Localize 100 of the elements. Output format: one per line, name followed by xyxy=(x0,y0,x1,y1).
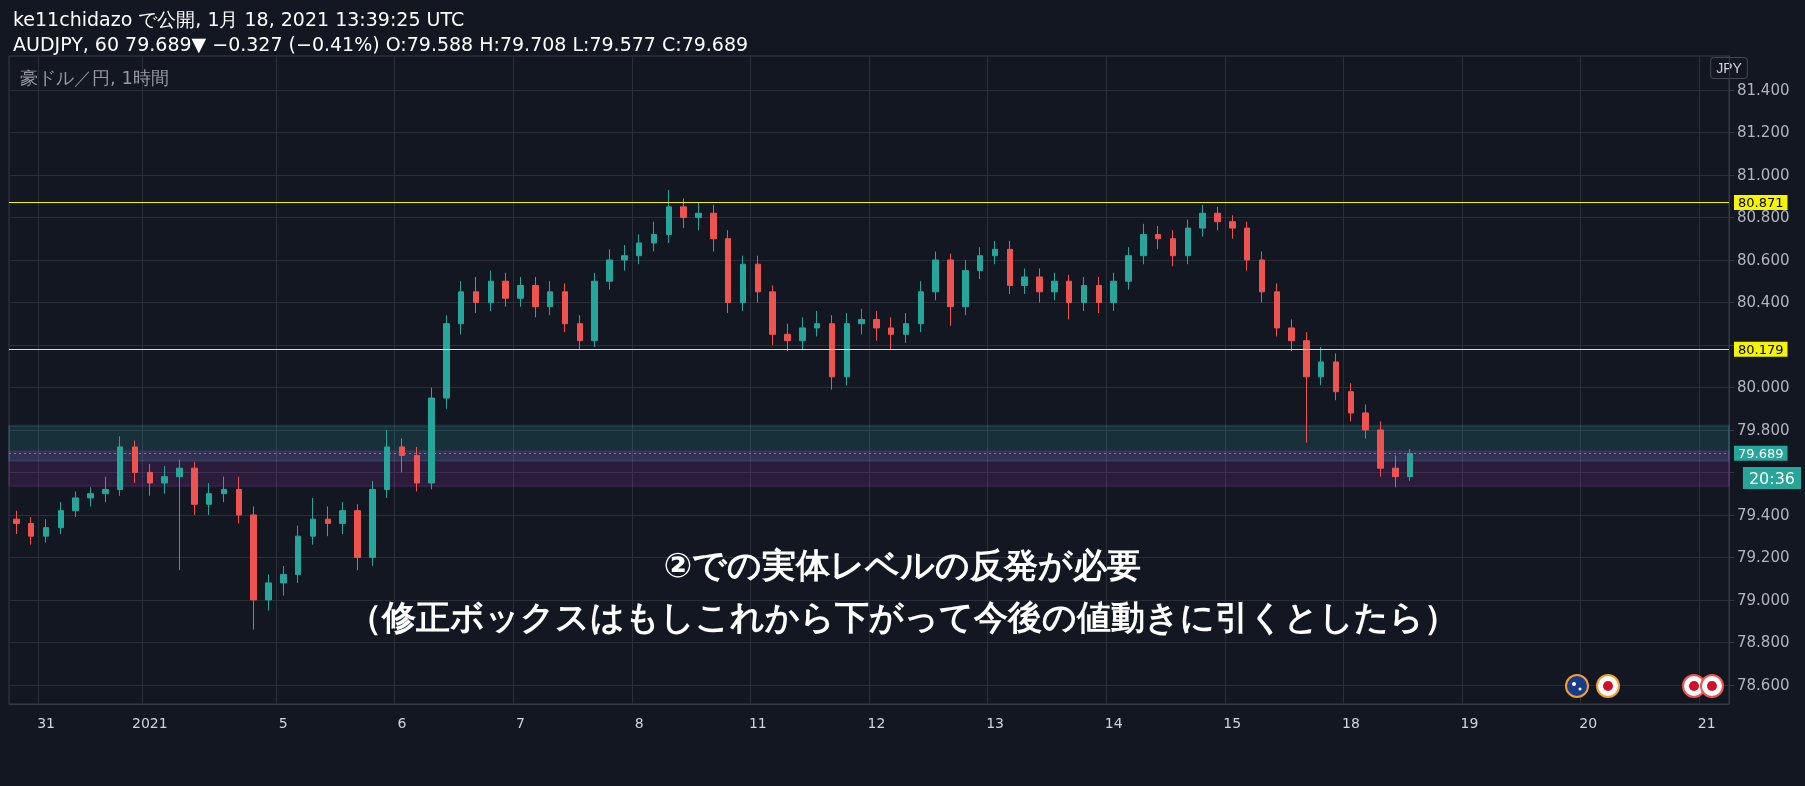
candlestick xyxy=(532,276,539,318)
x-tick-label: 11 xyxy=(748,715,767,731)
candlestick xyxy=(977,246,983,280)
candlestick xyxy=(1303,331,1310,444)
candlestick xyxy=(443,314,450,410)
candlestick xyxy=(621,244,628,272)
y-tick-label: 80.400 xyxy=(1737,293,1790,312)
candlestick xyxy=(814,310,820,337)
candlestick xyxy=(1288,318,1295,352)
candlestick xyxy=(191,461,198,516)
y-tick-label: 79.400 xyxy=(1737,505,1790,524)
candlestick xyxy=(1229,214,1236,240)
candlestick xyxy=(1244,221,1250,272)
candlestick xyxy=(932,250,939,301)
candlestick xyxy=(176,459,183,571)
candlestick xyxy=(1199,204,1206,238)
candlestick xyxy=(161,465,168,495)
candlestick xyxy=(325,505,331,537)
x-tick-label: 2021 xyxy=(132,715,168,731)
x-tick-label: 12 xyxy=(867,715,886,731)
candlestick xyxy=(1081,276,1087,312)
y-tick-label: 79.000 xyxy=(1737,590,1790,609)
annotation: （修正ボックスはもしこれから下がって今後の値動きに引くとしたら） xyxy=(347,597,1458,637)
x-tick-label: 15 xyxy=(1223,715,1242,731)
x-tick-label: 31 xyxy=(37,715,55,731)
candlestick xyxy=(1259,250,1265,303)
candlestick xyxy=(473,276,479,314)
candlestick xyxy=(769,284,776,346)
candlestick xyxy=(799,316,806,350)
candlestick xyxy=(43,518,49,544)
y-tick-label: 80.600 xyxy=(1737,250,1790,269)
candlestick xyxy=(1348,382,1354,422)
y-tick-label: 79.800 xyxy=(1737,420,1790,439)
candlestick xyxy=(755,255,761,303)
candlestick xyxy=(265,573,272,612)
candlestick xyxy=(636,233,642,265)
candlestick xyxy=(606,248,613,291)
candlestick xyxy=(651,221,657,252)
candlestick xyxy=(591,272,598,348)
candlestick xyxy=(58,501,64,535)
candlestick xyxy=(339,501,346,535)
ref-line-label: 79.689 xyxy=(1738,445,1784,461)
candlestick xyxy=(1155,225,1161,250)
candlestick xyxy=(13,510,20,535)
candlestick xyxy=(1214,206,1221,231)
candlestick xyxy=(547,280,553,316)
candlestick xyxy=(1110,272,1117,312)
candlestick xyxy=(132,440,138,484)
candlestick xyxy=(1185,219,1191,265)
candlestick xyxy=(1333,352,1339,401)
candlestick xyxy=(1096,276,1102,314)
y-tick-label: 81.400 xyxy=(1737,80,1790,99)
candlestick xyxy=(962,259,969,316)
y-tick-label: 78.800 xyxy=(1737,633,1790,652)
y-tick-label: 78.600 xyxy=(1737,675,1790,694)
y-tick-label: 79.200 xyxy=(1737,548,1790,567)
candlestick xyxy=(695,202,702,231)
annotation: ②での実体レベルの反発が必要 xyxy=(663,545,1142,585)
candlestick xyxy=(784,323,791,352)
candlestick xyxy=(87,486,94,507)
candlestick xyxy=(1066,274,1072,320)
candlestick xyxy=(918,280,924,333)
y-tick-label: 80.800 xyxy=(1737,208,1790,227)
candlestick xyxy=(310,497,316,546)
x-tick-label: 13 xyxy=(986,715,1004,731)
candlestick xyxy=(1392,454,1399,488)
candlestick xyxy=(829,314,835,391)
candlestick xyxy=(250,505,257,631)
candlestick xyxy=(28,516,34,546)
candlestick xyxy=(517,276,524,308)
candlestick xyxy=(562,282,568,333)
candlestick xyxy=(1362,403,1369,439)
ref-line-label: 80.179 xyxy=(1738,341,1784,357)
candlestick xyxy=(1377,420,1384,478)
candlestick xyxy=(1036,267,1043,303)
candlestick xyxy=(740,255,746,312)
x-tick-label: 7 xyxy=(516,715,526,731)
candlestick xyxy=(1021,267,1028,295)
candlestick xyxy=(725,229,731,314)
candlestick xyxy=(458,280,464,335)
candlestick xyxy=(577,314,583,350)
y-tick-label: 81.200 xyxy=(1737,123,1790,142)
candlestick xyxy=(72,491,79,518)
x-tick-label: 6 xyxy=(397,715,407,731)
candlestick xyxy=(295,525,301,584)
candlestick xyxy=(666,189,672,244)
candlestick xyxy=(280,565,287,597)
candlestick xyxy=(221,476,227,503)
candlestick xyxy=(888,316,894,350)
candlestick xyxy=(414,446,420,493)
x-tick-label: 18 xyxy=(1341,715,1360,731)
y-tick-label: 81.000 xyxy=(1737,165,1790,184)
candlestick xyxy=(236,476,242,524)
candlestick xyxy=(369,480,376,567)
candlestick xyxy=(858,308,865,335)
candlestick xyxy=(1274,282,1280,337)
candlestick xyxy=(1170,229,1176,267)
candlestick xyxy=(992,240,998,265)
candlestick xyxy=(710,204,717,252)
candlestick xyxy=(488,270,494,312)
